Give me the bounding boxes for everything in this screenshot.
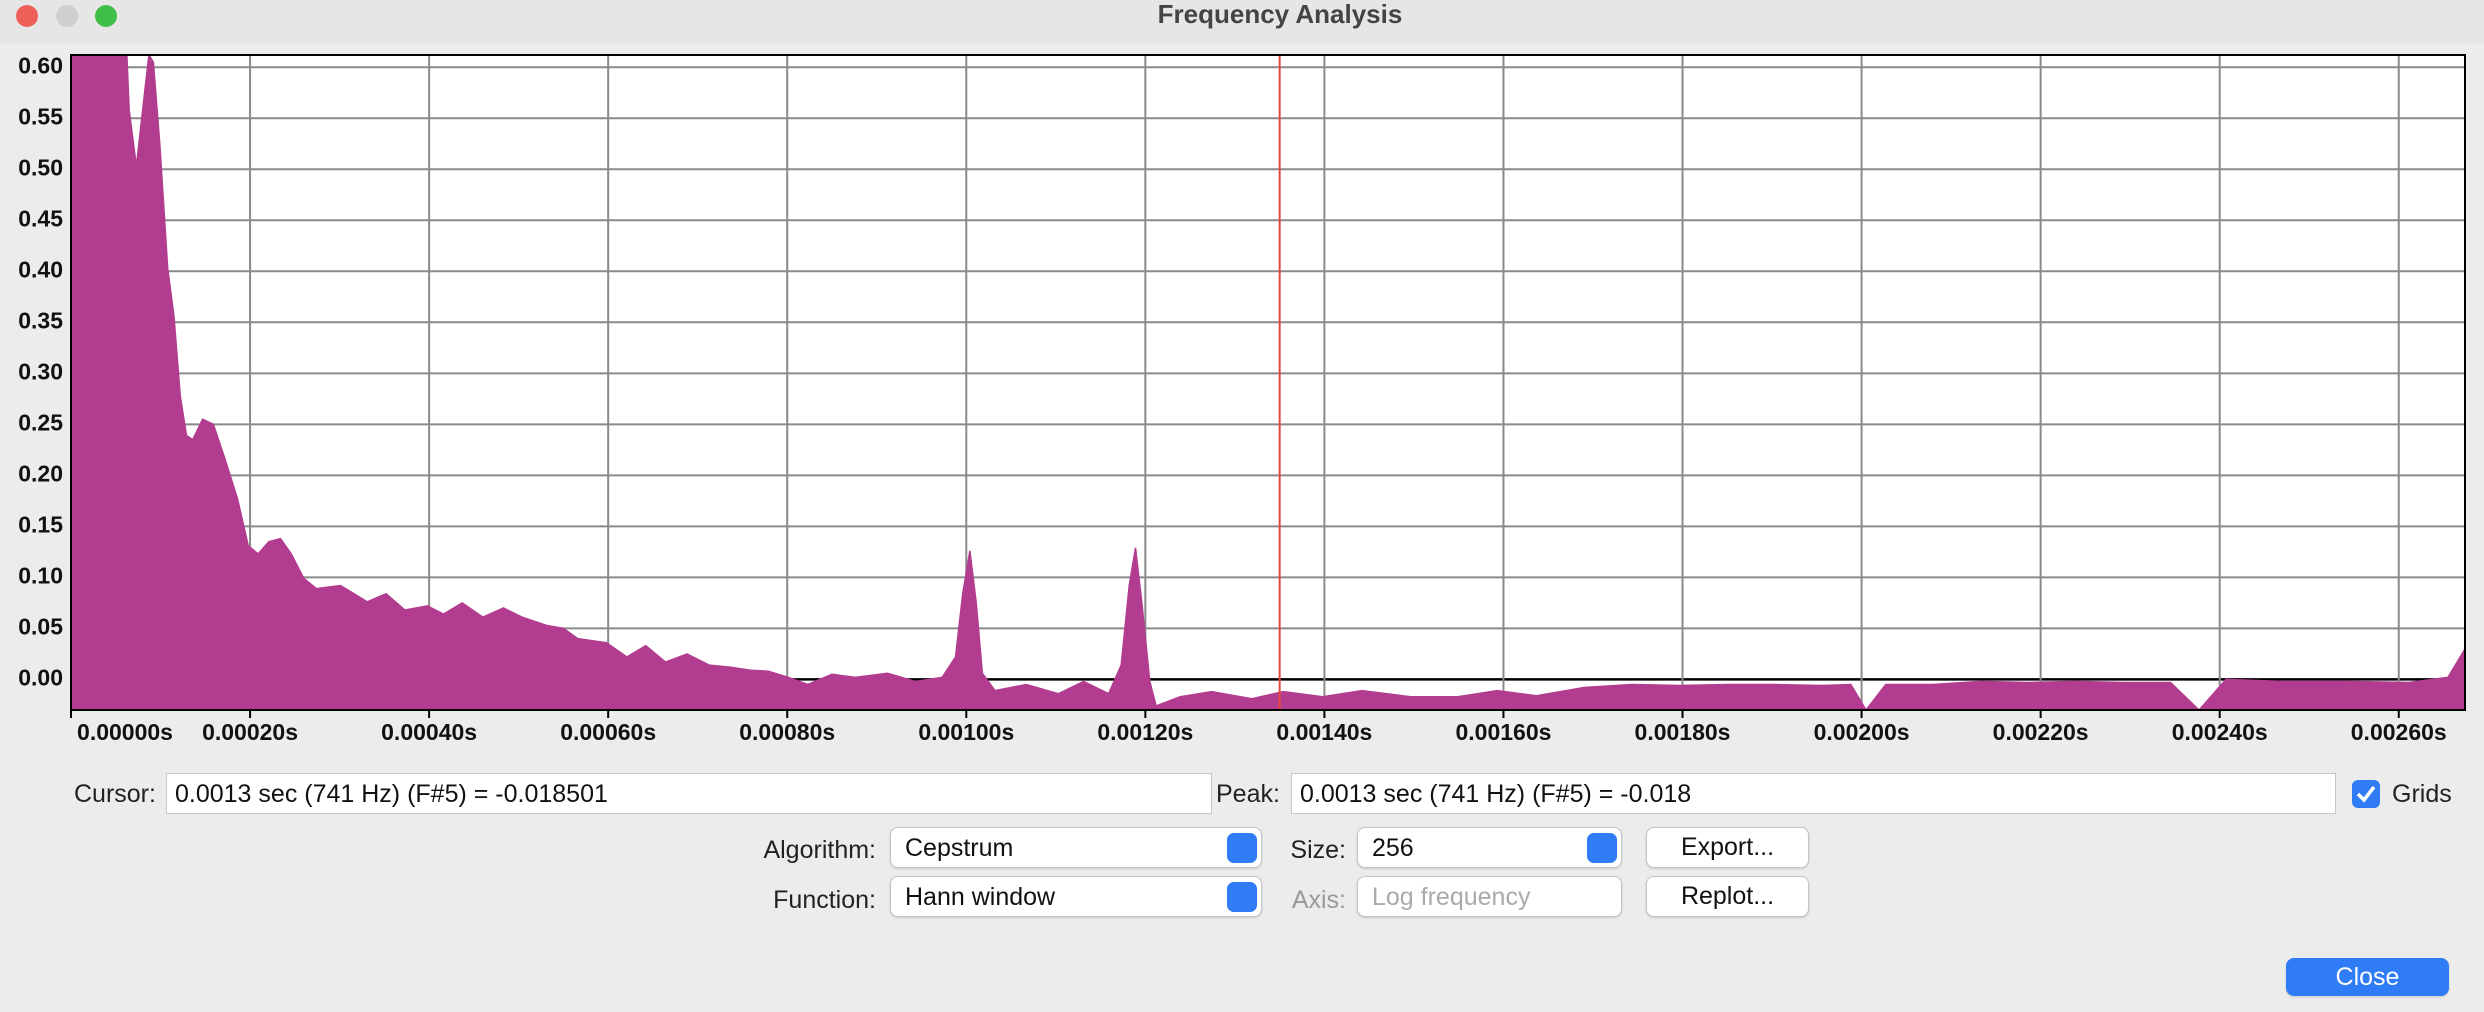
replot-button[interactable]: Replot... [1646,876,1809,917]
axis-select: Log frequency [1357,876,1622,917]
y-tick-label: 0.45 [18,205,63,231]
x-tick-label: 0.00120s [1097,719,1193,745]
x-tick-label: 0.00180s [1635,719,1731,745]
cursor-field: 0.0013 sec (741 Hz) (F#5) = -0.018501 [166,773,1212,814]
x-tick-label: 0.00200s [1814,719,1910,745]
title-bar [0,0,2484,44]
close-button[interactable]: Close [2286,958,2449,996]
x-tick-label: 0.00100s [918,719,1014,745]
window-title: Frequency Analysis [1158,0,1403,29]
x-tick-label: 0.00000s [77,719,173,745]
y-tick-label: 0.60 [18,52,63,78]
x-tick-label: 0.00260s [2351,719,2447,745]
function-label: Function: [773,886,876,914]
y-tick-label: 0.20 [18,460,63,486]
grids-label: Grids [2392,780,2452,808]
y-tick-label: 0.25 [18,409,63,435]
axis-value: Log frequency [1372,883,1531,911]
x-tick-label: 0.00060s [560,719,656,745]
size-label: Size: [1290,836,1346,864]
spectrum-area [71,55,2465,710]
y-tick-label: 0.00 [18,664,63,690]
y-tick-label: 0.15 [18,511,63,537]
chart: Frequency Analysis 0.60 0.55 0.50 0.45 0.40 0… [0,0,2484,746]
x-tick-label: 0.00160s [1455,719,1551,745]
select-arrow [1587,833,1617,863]
axis-label: Axis: [1291,886,1346,914]
close-window-button[interactable] [16,5,38,27]
y-tick-label: 0.50 [18,154,63,180]
y-tick-label: 0.30 [18,358,63,384]
grids-checkbox[interactable] [2352,780,2380,808]
select-arrow [1587,882,1617,912]
x-tick-label: 0.00080s [739,719,835,745]
zoom-window-button[interactable] [95,5,117,27]
size-select[interactable]: 256 [1357,827,1622,868]
y-tick-label: 0.10 [18,562,63,588]
x-tick-label: 0.00240s [2172,719,2268,745]
function-select[interactable]: Hann window [890,876,1262,917]
y-tick-label: 0.40 [18,256,63,282]
algorithm-value: Cepstrum [905,834,1014,862]
algorithm-label: Algorithm: [763,836,876,864]
export-button[interactable]: Export... [1646,827,1809,868]
size-value: 256 [1372,834,1414,862]
y-tick-label: 0.05 [18,613,63,639]
plot-area [71,55,2465,710]
x-tick-label: 0.00020s [202,719,298,745]
function-value: Hann window [905,883,1056,911]
peak-label: Peak: [1216,780,1280,808]
minimize-window-button[interactable] [56,5,78,27]
y-tick-label: 0.55 [18,103,63,129]
select-arrow [1227,833,1257,863]
x-tick-label: 0.00220s [1993,719,2089,745]
select-arrow [1227,882,1257,912]
checkmark-stroke [2356,785,2376,803]
plot-border [70,54,2466,711]
checkmark [2356,785,2376,803]
algorithm-select[interactable]: Cepstrum [890,827,1262,868]
x-tick-label: 0.00140s [1276,719,1372,745]
x-tick-label: 0.00040s [381,719,477,745]
peak-field: 0.0013 sec (741 Hz) (F#5) = -0.018 [1291,773,2336,814]
cursor-label: Cursor: [74,780,156,808]
y-tick-label: 0.35 [18,307,63,333]
